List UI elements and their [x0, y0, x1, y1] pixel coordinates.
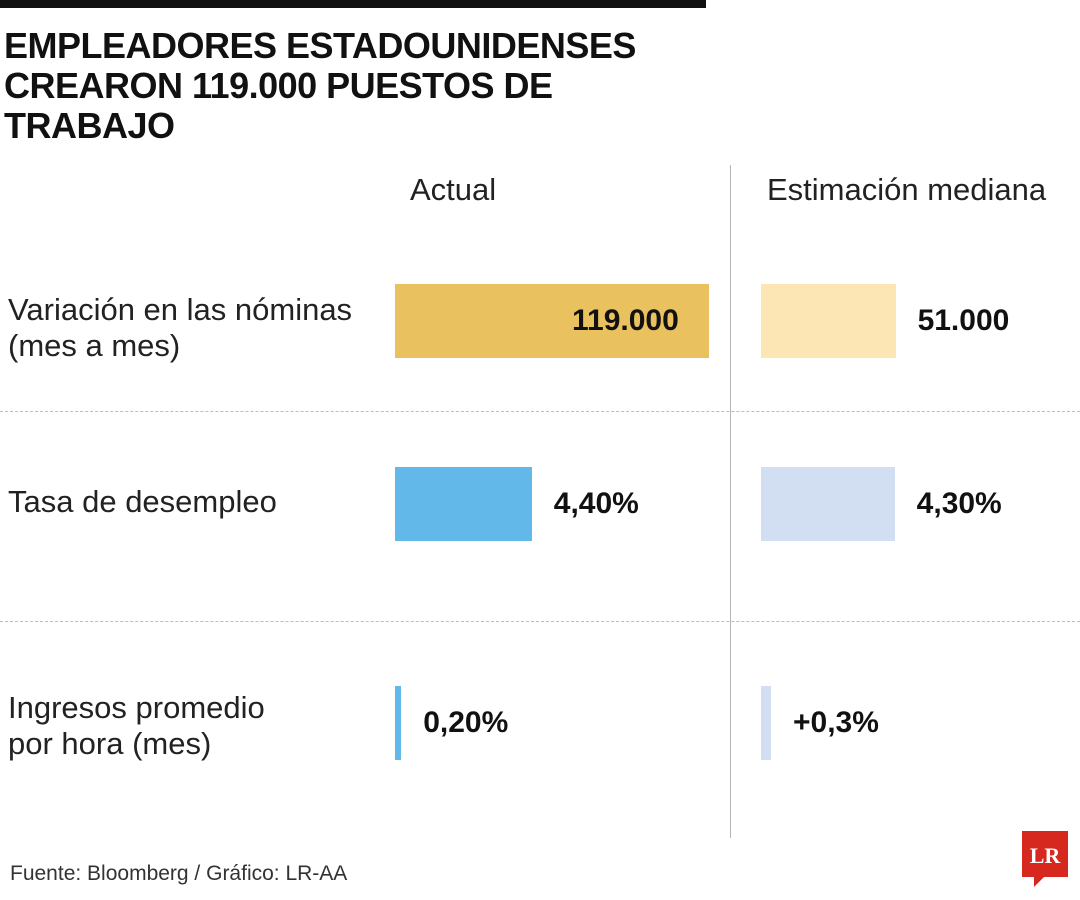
value-earnings-estimate: +0,3% — [793, 706, 879, 739]
row-label-unemployment: Tasa de desempleo — [8, 484, 277, 519]
bar-earnings-actual — [395, 686, 402, 760]
chart-title: EMPLEADORES ESTADOUNIDENSES CREARON 119.… — [4, 25, 636, 146]
lr-logo: LR — [1022, 831, 1068, 887]
value-payrolls-actual: 119.000 — [572, 304, 679, 337]
value-payrolls-estimate: 51.000 — [917, 304, 1010, 337]
row-label-payrolls: Variación en las nóminas (mes a mes) — [8, 292, 353, 363]
value-earnings-actual: 0,20% — [423, 706, 509, 739]
bar-earnings-estimate — [761, 686, 771, 760]
bar-unemployment-estimate — [761, 467, 895, 541]
row-divider-1 — [0, 411, 1080, 412]
row-divider-2 — [0, 621, 1080, 622]
top-rule — [0, 0, 706, 8]
bar-payrolls-actual — [395, 284, 709, 358]
logo-text: LR — [1030, 843, 1062, 868]
value-unemployment-actual: 4,40% — [553, 487, 639, 520]
bar-unemployment-actual — [395, 467, 532, 541]
column-header-actual: Actual — [410, 172, 497, 207]
row-label-earnings: Ingresos promedio por hora (mes) — [8, 690, 265, 761]
column-header-estimate: Estimación mediana — [767, 172, 1047, 207]
value-unemployment-estimate: 4,30% — [916, 487, 1002, 520]
column-divider — [730, 165, 731, 838]
bar-payrolls-estimate — [761, 284, 896, 358]
source-note: Fuente: Bloomberg / Gráfico: LR-AA — [10, 862, 348, 885]
